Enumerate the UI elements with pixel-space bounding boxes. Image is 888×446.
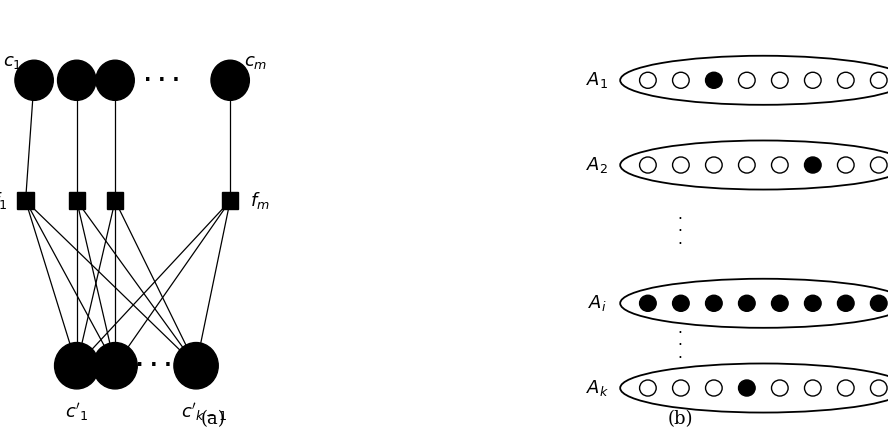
Circle shape bbox=[639, 72, 656, 88]
Circle shape bbox=[739, 380, 755, 396]
Text: · · ·: · · · bbox=[144, 71, 179, 90]
Text: $c'_{k-1}$: $c'_{k-1}$ bbox=[181, 401, 228, 423]
Circle shape bbox=[672, 72, 689, 88]
Circle shape bbox=[54, 343, 99, 389]
Circle shape bbox=[706, 380, 722, 396]
Circle shape bbox=[672, 295, 689, 311]
Text: (b): (b) bbox=[668, 410, 693, 428]
Circle shape bbox=[706, 295, 722, 311]
Text: $A_k$: $A_k$ bbox=[585, 378, 608, 398]
Circle shape bbox=[870, 295, 887, 311]
Text: $c_m$: $c_m$ bbox=[244, 54, 267, 71]
Circle shape bbox=[837, 157, 854, 173]
Circle shape bbox=[772, 380, 789, 396]
Circle shape bbox=[96, 60, 134, 100]
Circle shape bbox=[174, 343, 218, 389]
Text: $f_1$: $f_1$ bbox=[0, 190, 8, 211]
Circle shape bbox=[772, 157, 789, 173]
Circle shape bbox=[739, 157, 755, 173]
Circle shape bbox=[870, 157, 887, 173]
Circle shape bbox=[672, 380, 689, 396]
Text: $c'_1$: $c'_1$ bbox=[65, 401, 89, 423]
Text: $A_1$: $A_1$ bbox=[586, 70, 608, 90]
Circle shape bbox=[739, 72, 755, 88]
Circle shape bbox=[772, 295, 789, 311]
Text: (a): (a) bbox=[201, 410, 226, 428]
Circle shape bbox=[805, 295, 821, 311]
Circle shape bbox=[805, 72, 821, 88]
Text: ·
·
·: · · · bbox=[678, 212, 683, 252]
Text: $f_m$: $f_m$ bbox=[250, 190, 270, 211]
Circle shape bbox=[837, 380, 854, 396]
Circle shape bbox=[837, 295, 854, 311]
Bar bbox=[68, 192, 85, 209]
Circle shape bbox=[639, 295, 656, 311]
Bar bbox=[18, 192, 34, 209]
Circle shape bbox=[837, 72, 854, 88]
Circle shape bbox=[706, 72, 722, 88]
Circle shape bbox=[870, 380, 887, 396]
Circle shape bbox=[805, 157, 821, 173]
Circle shape bbox=[639, 157, 656, 173]
Text: $A_2$: $A_2$ bbox=[586, 155, 608, 175]
Circle shape bbox=[672, 157, 689, 173]
Text: $c_1$: $c_1$ bbox=[4, 54, 22, 71]
Circle shape bbox=[772, 72, 789, 88]
Circle shape bbox=[739, 295, 755, 311]
Circle shape bbox=[805, 380, 821, 396]
Text: · · ·: · · · bbox=[136, 356, 171, 375]
Text: ·
·
·: · · · bbox=[678, 326, 683, 366]
Circle shape bbox=[870, 72, 887, 88]
Circle shape bbox=[639, 380, 656, 396]
Text: $A_i$: $A_i$ bbox=[588, 293, 607, 313]
Circle shape bbox=[706, 157, 722, 173]
Bar bbox=[107, 192, 123, 209]
Circle shape bbox=[15, 60, 53, 100]
Circle shape bbox=[211, 60, 250, 100]
Circle shape bbox=[58, 60, 96, 100]
Bar bbox=[222, 192, 238, 209]
Circle shape bbox=[93, 343, 138, 389]
